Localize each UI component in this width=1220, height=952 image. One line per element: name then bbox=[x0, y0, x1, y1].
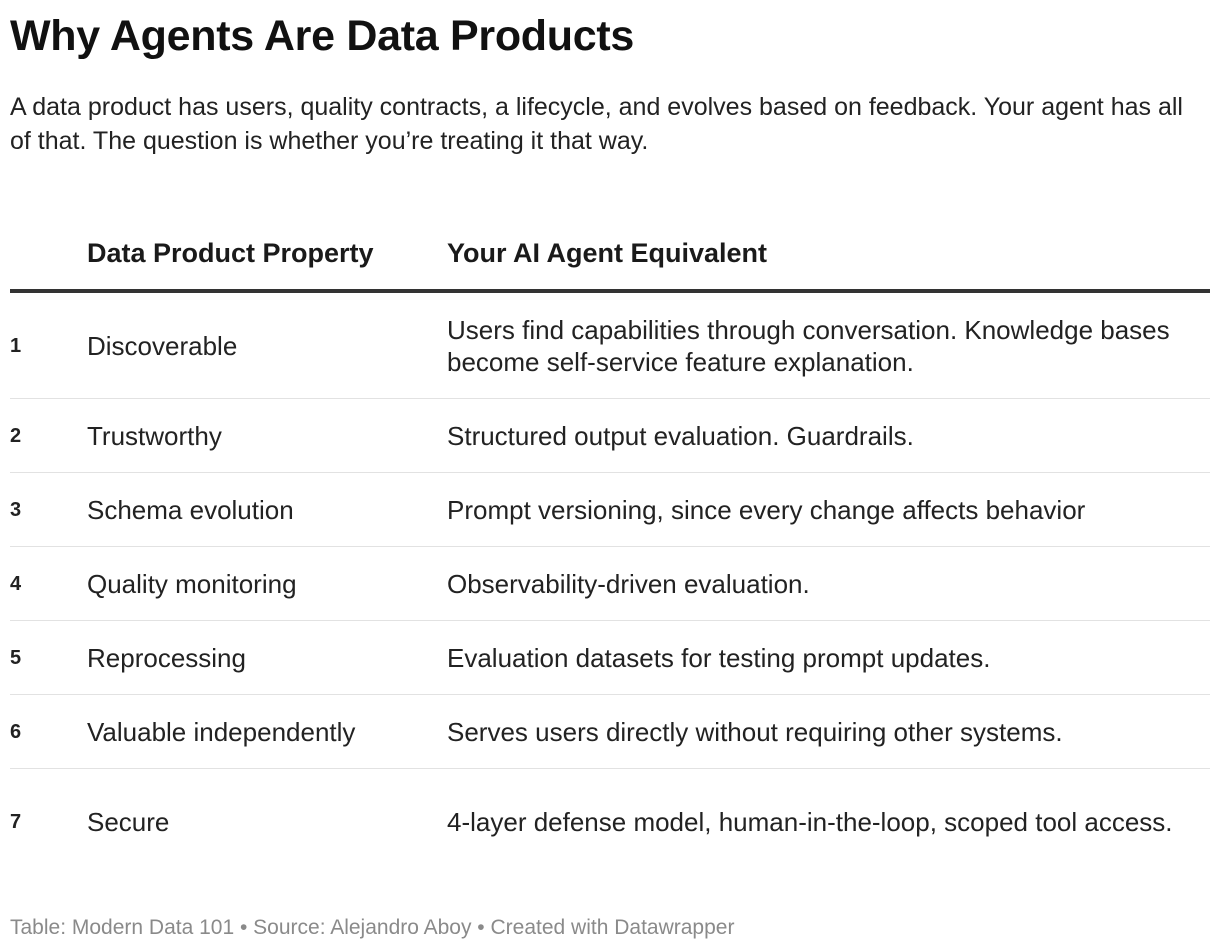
comparison-table: Data Product Property Your AI Agent Equi… bbox=[10, 196, 1210, 875]
row-number: 2 bbox=[10, 424, 22, 447]
row-number: 5 bbox=[10, 646, 22, 669]
source-footer: Table: Modern Data 101 • Source: Alejand… bbox=[10, 916, 735, 939]
row-property: Secure bbox=[87, 807, 170, 837]
table-row: 3 Schema evolution Prompt versioning, si… bbox=[10, 473, 1210, 547]
row-property: Schema evolution bbox=[87, 494, 294, 525]
row-equivalent: 4-layer defense model, human-in-the-loop… bbox=[447, 807, 1173, 837]
row-property: Reprocessing bbox=[87, 642, 246, 673]
table-header: Data Product Property Your AI Agent Equi… bbox=[10, 196, 1210, 293]
table-row: 7 Secure 4-layer defense model, human-in… bbox=[10, 769, 1210, 875]
page-subtitle: A data product has users, quality contra… bbox=[10, 93, 1183, 155]
row-property: Quality monitoring bbox=[87, 568, 297, 599]
table-row: 4 Quality monitoring Observability-drive… bbox=[10, 547, 1210, 621]
table-row: 1 Discoverable Users find capabilities t… bbox=[10, 293, 1210, 399]
row-equivalent: Observability-driven evaluation. bbox=[447, 568, 810, 599]
row-number: 1 bbox=[10, 334, 22, 357]
row-number: 6 bbox=[10, 720, 22, 743]
row-equivalent: Users find capabilities through conversa… bbox=[447, 314, 1170, 377]
header-data-product-property: Data Product Property bbox=[87, 238, 374, 268]
row-property: Valuable independently bbox=[87, 716, 356, 747]
row-number: 7 bbox=[10, 811, 22, 833]
row-property: Discoverable bbox=[87, 330, 238, 361]
row-number: 4 bbox=[10, 572, 22, 595]
table-row: 2 Trustworthy Structured output evaluati… bbox=[10, 399, 1210, 473]
row-equivalent: Structured output evaluation. Guardrails… bbox=[447, 420, 914, 451]
table-row: 6 Valuable independently Serves users di… bbox=[10, 695, 1210, 769]
row-equivalent: Prompt versioning, since every change af… bbox=[447, 494, 1086, 525]
row-property: Trustworthy bbox=[87, 420, 222, 451]
row-number: 3 bbox=[10, 498, 22, 521]
row-equivalent: Evaluation datasets for testing prompt u… bbox=[447, 642, 991, 673]
table-row: 5 Reprocessing Evaluation datasets for t… bbox=[10, 621, 1210, 695]
page-title: Why Agents Are Data Products bbox=[10, 12, 634, 60]
row-equivalent: Serves users directly without requiring … bbox=[447, 716, 1063, 747]
header-ai-agent-equivalent: Your AI Agent Equivalent bbox=[447, 238, 768, 268]
